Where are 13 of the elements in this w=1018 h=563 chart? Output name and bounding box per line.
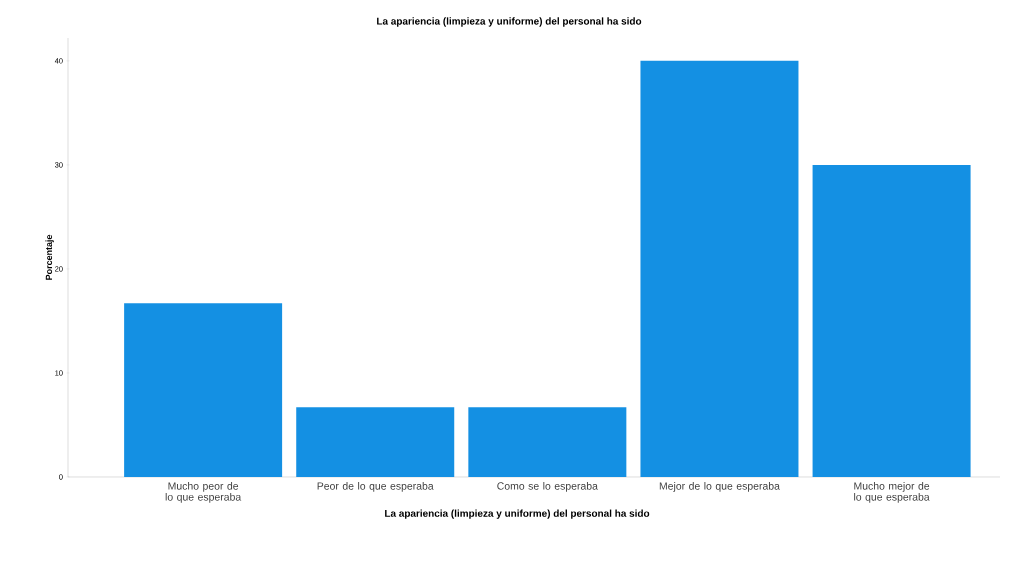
bar bbox=[124, 303, 283, 477]
x-tick-label: Mucho peor de lo que esperaba bbox=[165, 482, 242, 503]
x-axis-title: La apariencia (limpieza y uniforme) del personal ha sido bbox=[385, 509, 650, 519]
x-tick-label: Mucho mejor de lo que esperaba bbox=[854, 482, 930, 503]
bar bbox=[812, 164, 971, 477]
y-axis-title: Porcentaje bbox=[45, 234, 54, 280]
x-tick-label: Mejor de lo que esperaba bbox=[659, 482, 780, 492]
bar bbox=[296, 407, 455, 477]
bar bbox=[640, 60, 799, 477]
x-tick-label: Como se lo esperaba bbox=[497, 482, 598, 492]
chart-title: La apariencia (limpieza y uniforme) del personal ha sido bbox=[377, 17, 642, 27]
x-tick-label: Peor de lo que esperaba bbox=[317, 482, 434, 492]
bar bbox=[468, 407, 627, 477]
